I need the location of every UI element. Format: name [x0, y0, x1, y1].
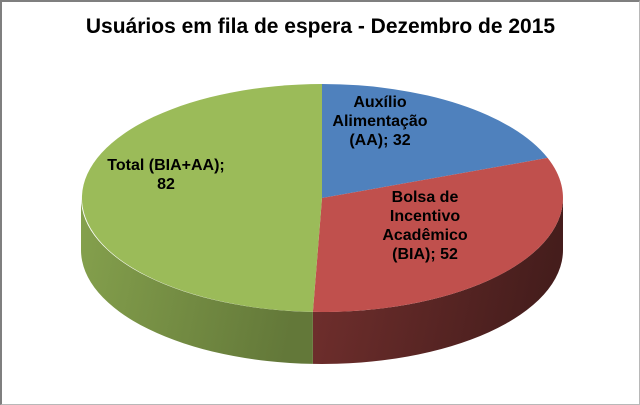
pie-slice-bia-label-line: Acadêmico [382, 227, 468, 244]
pie-slice-total-label-line: Total (BIA+AA); [107, 157, 225, 174]
pie-slice-aa-label: Auxílio Alimentação (AA); 32 [332, 93, 427, 150]
pie-slice-aa-top [322, 84, 548, 198]
pie-slice-aa-label-line: Alimentação [332, 113, 428, 130]
pie-slice-total-label: Total (BIA+AA); 82 [107, 156, 224, 194]
pie-slice-bia-label: Bolsa de Incentivo Acadêmico (BIA); 52 [382, 188, 467, 264]
pie-slice-bia-label-line: Incentivo [389, 208, 461, 225]
pie-sides [81, 198, 563, 364]
pie-slice-bia-label-line: Bolsa de [391, 189, 459, 206]
pie-slice-total-label-line: 82 [157, 176, 175, 193]
pie-slice-bia-top [312, 157, 563, 312]
pie-slice-aa-label-line: Auxílio [353, 94, 407, 111]
pie-slice-total-top [81, 84, 322, 312]
chart-title: Usuários em fila de espera - Dezembro de… [85, 15, 556, 38]
pie-slice-total-side [81, 198, 313, 364]
pie-slice-bia-side [312, 198, 563, 364]
pie-slice-aa-label-line: (AA); 32 [349, 132, 411, 149]
pie-slice-bia-label-line: (BIA); 52 [392, 246, 458, 263]
pie-tops [81, 84, 563, 312]
